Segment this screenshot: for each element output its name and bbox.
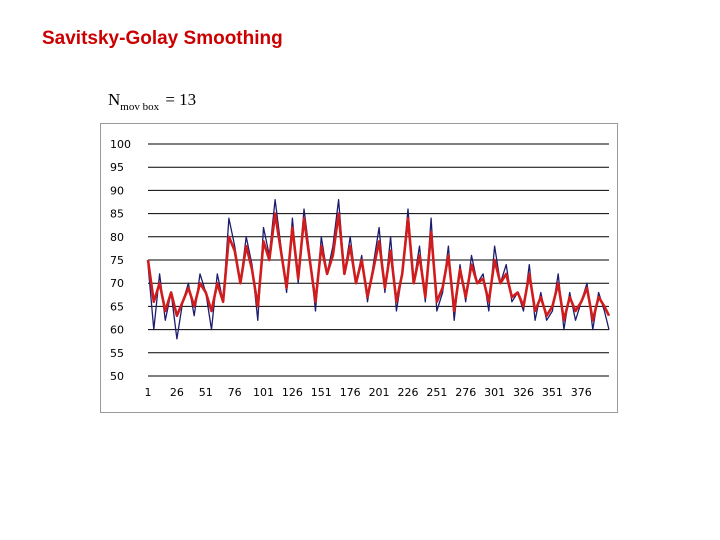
x-tick-label: 76 <box>228 386 242 399</box>
series-line-raw <box>147 199 610 340</box>
y-tick-labels: 100 95 90 85 80 75 70 65 60 55 50 <box>110 138 131 383</box>
x-tick-label: 51 <box>199 386 213 399</box>
slide-title: Savitsky-Golay Smoothing <box>42 28 283 49</box>
x-tick-label: 376 <box>571 386 592 399</box>
x-tick-label: 1 <box>145 386 152 399</box>
chart-frame: 100 95 90 85 80 75 70 65 60 55 50 1 26 51 76 101 126 151… <box>100 123 618 413</box>
x-tick-label: 151 <box>311 386 332 399</box>
x-tick-label: 276 <box>455 386 476 399</box>
x-tick-label: 301 <box>484 386 505 399</box>
y-tick-label: 95 <box>110 161 124 174</box>
param-symbol: N <box>108 90 121 109</box>
param-value: = 13 <box>165 90 197 109</box>
y-tick-label: 65 <box>110 300 124 313</box>
y-tick-label: 50 <box>110 370 124 383</box>
y-tick-label: 75 <box>110 254 124 267</box>
series-line-smoothed <box>146 212 611 322</box>
x-tick-label: 226 <box>397 386 418 399</box>
y-tick-label: 100 <box>110 138 131 151</box>
series-layer <box>146 199 611 340</box>
y-tick-label: 80 <box>110 231 124 244</box>
y-tick-label: 60 <box>110 324 124 337</box>
x-tick-label: 101 <box>253 386 274 399</box>
grid-layer <box>148 143 609 377</box>
x-tick-label: 126 <box>282 386 303 399</box>
x-tick-labels: 1 26 51 76 101 126 151 176 201 226 251 276 301 326 351… <box>145 386 592 399</box>
x-tick-label: 351 <box>542 386 563 399</box>
y-tick-label: 90 <box>110 184 124 197</box>
y-tick-label: 70 <box>110 277 124 290</box>
param-subscript: mov box <box>120 101 160 113</box>
x-tick-label: 251 <box>426 386 447 399</box>
y-tick-label: 55 <box>110 347 124 360</box>
x-tick-label: 176 <box>340 386 361 399</box>
x-tick-label: 201 <box>369 386 390 399</box>
window-size-label: Nmov box = 13 <box>108 90 196 113</box>
x-tick-label: 26 <box>170 386 184 399</box>
y-tick-label: 85 <box>110 208 124 221</box>
x-tick-label: 326 <box>513 386 534 399</box>
